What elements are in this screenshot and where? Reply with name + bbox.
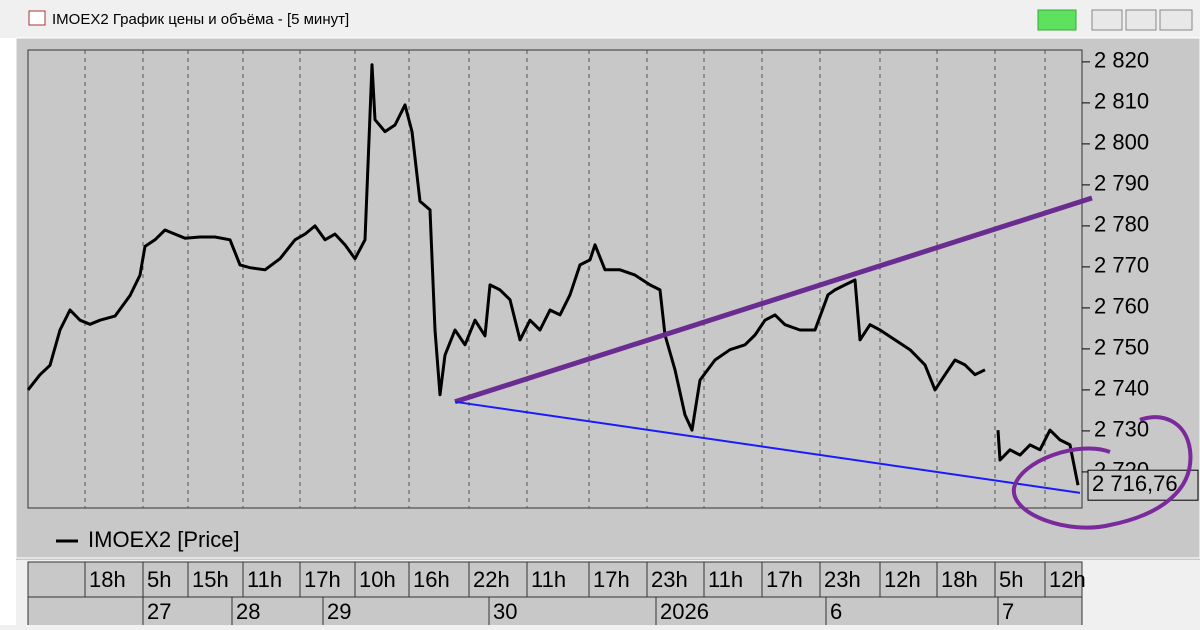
x-tick-label: 18h <box>89 567 126 592</box>
time-row <box>27 561 1083 598</box>
title-bar <box>0 0 1200 38</box>
minimize-button[interactable] <box>1091 9 1123 31</box>
window-icon <box>28 10 46 26</box>
plot-area <box>27 49 1083 509</box>
y-tick-label: 2 780 <box>1094 212 1149 237</box>
legend-label: IMOEX2 [Price] <box>88 527 240 552</box>
y-tick-label: 2 750 <box>1094 335 1149 360</box>
date-tick-label: 28 <box>236 599 260 624</box>
y-tick-label: 2 790 <box>1094 171 1149 196</box>
x-tick-label: 12h <box>884 567 921 592</box>
date-row <box>27 596 1083 628</box>
x-tick-label: 17h <box>593 567 630 592</box>
date-tick-label: 29 <box>327 599 351 624</box>
x-tick-label: 23h <box>824 567 861 592</box>
date-tick-label: 30 <box>493 599 517 624</box>
price-line <box>26 63 1080 486</box>
date-tick-label: 6 <box>830 599 842 624</box>
x-tick-label: 11h <box>247 567 282 592</box>
x-tick-label: 18h <box>941 567 978 592</box>
x-tick-label: 16h <box>413 567 450 592</box>
date-tick-label: 2026 <box>660 599 709 624</box>
x-tick-label: 10h <box>359 567 396 592</box>
last-price-box <box>1087 469 1199 501</box>
x-tick-label: 22h <box>473 567 510 592</box>
y-tick-label: 2 770 <box>1094 253 1149 278</box>
x-tick-label: 5h <box>147 567 171 592</box>
close-button[interactable] <box>1159 9 1193 31</box>
y-tick-label: 2 740 <box>1094 376 1149 401</box>
x-tick-label: 11h <box>531 567 566 592</box>
trend-line <box>454 400 1081 494</box>
x-tick-label: 11h <box>708 567 743 592</box>
last-price-label: 2 716,76 <box>1092 471 1178 496</box>
y-tick-label: 2 810 <box>1094 89 1149 114</box>
trend-line <box>454 195 1093 405</box>
maximize-button[interactable] <box>1125 9 1157 31</box>
x-tick-label: 15h <box>192 567 229 592</box>
left-edge <box>0 38 16 625</box>
x-tick-label: 5h <box>999 567 1023 592</box>
hand-drawn-circle <box>1011 415 1193 530</box>
y-tick-label: 2 730 <box>1094 417 1149 442</box>
y-tick-label: 2 820 <box>1094 48 1149 73</box>
x-tick-label: 17h <box>766 567 803 592</box>
y-tick-label: 2 800 <box>1094 130 1149 155</box>
y-tick-label: 2 760 <box>1094 294 1149 319</box>
date-tick-label: 7 <box>1002 599 1014 624</box>
x-tick-label: 12h <box>1049 567 1086 592</box>
x-tick-label: 23h <box>651 567 688 592</box>
date-tick-label: 27 <box>147 599 171 624</box>
x-tick-label: 17h <box>304 567 341 592</box>
link-button[interactable] <box>1037 9 1077 31</box>
window-title: IMOEX2 График цены и объёма - [5 минут] <box>52 11 349 28</box>
